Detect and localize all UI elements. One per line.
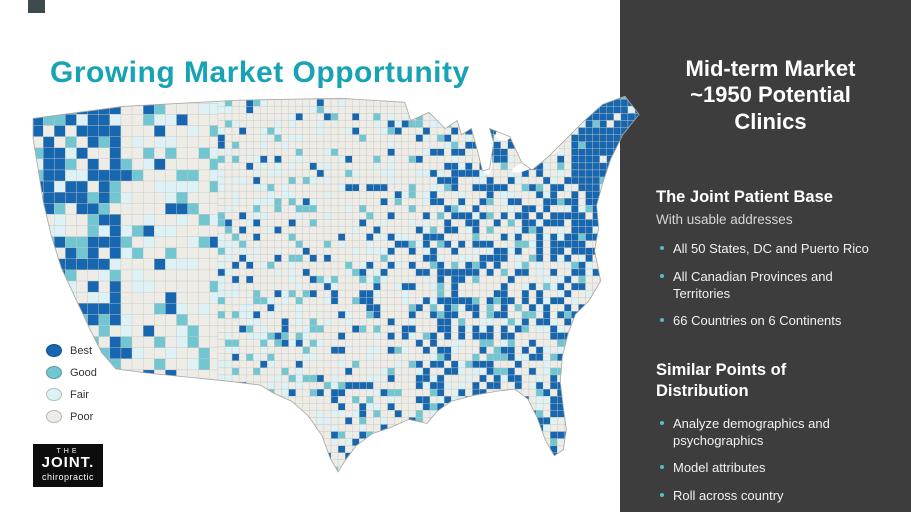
bullet-text: Roll across country [673, 488, 784, 504]
logo-line-chiropractic: chiropractic [41, 471, 94, 482]
bullet-icon [660, 420, 664, 425]
legend-row-good: Good [46, 366, 97, 379]
section-title-distribution: Similar Points of Distribution [656, 361, 787, 400]
county-cells [33, 96, 640, 472]
legend-label-fair: Fair [70, 388, 89, 401]
legend-label-best: Best [70, 344, 93, 357]
section-title-patient-base: The Joint Patient Base [656, 188, 833, 207]
sidebar-heading-line-1: Mid-term Market [685, 56, 856, 81]
bullet-icon [660, 465, 664, 470]
legend-label-poor: Poor [70, 410, 94, 423]
bullet-text: 66 Countries on 6 Continents [673, 313, 842, 329]
bullet-text: All 50 States, DC and Puerto Rico [673, 240, 869, 256]
legend-label-good: Good [70, 366, 97, 379]
patient-base-bullet-list: All 50 States, DC and Puerto Rico All Ca… [656, 241, 885, 331]
sidebar-heading-line-3: Clinics [734, 108, 807, 134]
list-item: Model attributes [660, 460, 885, 477]
list-item: All 50 States, DC and Puerto Rico [660, 241, 885, 258]
page-title: Growing Market Opportunity [50, 56, 470, 90]
us-county-map [4, 74, 652, 478]
bullet-text: Model attributes [673, 460, 766, 476]
section-points-of-distribution: Similar Points of Distribution Analyze d… [656, 360, 885, 505]
slide-accent-square [28, 0, 45, 13]
list-item: Analyze demographics and psychographics [660, 416, 885, 450]
sidebar-heading: Mid-term Market ~1950 Potential Clinics [656, 56, 885, 135]
legend-row-fair: Fair [46, 388, 97, 401]
us-map-svg [32, 95, 640, 473]
legend-row-best: Best [46, 344, 97, 357]
legend-row-poor: Poor [46, 410, 97, 423]
sidebar-content: Mid-term Market ~1950 Potential Clinics … [620, 0, 911, 505]
list-item: All Canadian Provinces and Territories [660, 269, 885, 303]
bullet-icon [660, 493, 664, 498]
bullet-text: All Canadian Provinces and Territories [673, 268, 833, 301]
distribution-bullet-list: Analyze demographics and psychographics … [656, 416, 885, 506]
section-subtitle-patient-base: With usable addresses [656, 211, 793, 227]
bullet-icon [660, 245, 664, 250]
us-outline [32, 95, 640, 473]
right-sidebar-panel: Mid-term Market ~1950 Potential Clinics … [620, 0, 911, 512]
logo-line-the: THE [56, 448, 80, 455]
legend-swatch-fair [46, 388, 62, 401]
legend-swatch-poor [46, 410, 62, 423]
legend-swatch-best [46, 344, 62, 357]
section-patient-base: The Joint Patient Base With usable addre… [656, 187, 885, 330]
map-legend: Best Good Fair Poor [46, 344, 97, 432]
logo-line-joint: JOINT. [41, 454, 95, 471]
bullet-icon [660, 273, 664, 278]
sidebar-heading-line-2: ~1950 Potential [690, 82, 851, 108]
bullet-icon [660, 318, 664, 323]
list-item: 66 Countries on 6 Continents [660, 313, 885, 330]
list-item: Roll across country [660, 488, 885, 505]
legend-swatch-good [46, 366, 62, 379]
the-joint-chiropractic-logo: THE JOINT. chiropractic [33, 444, 103, 487]
bullet-text: Analyze demographics and psychographics [673, 415, 830, 448]
